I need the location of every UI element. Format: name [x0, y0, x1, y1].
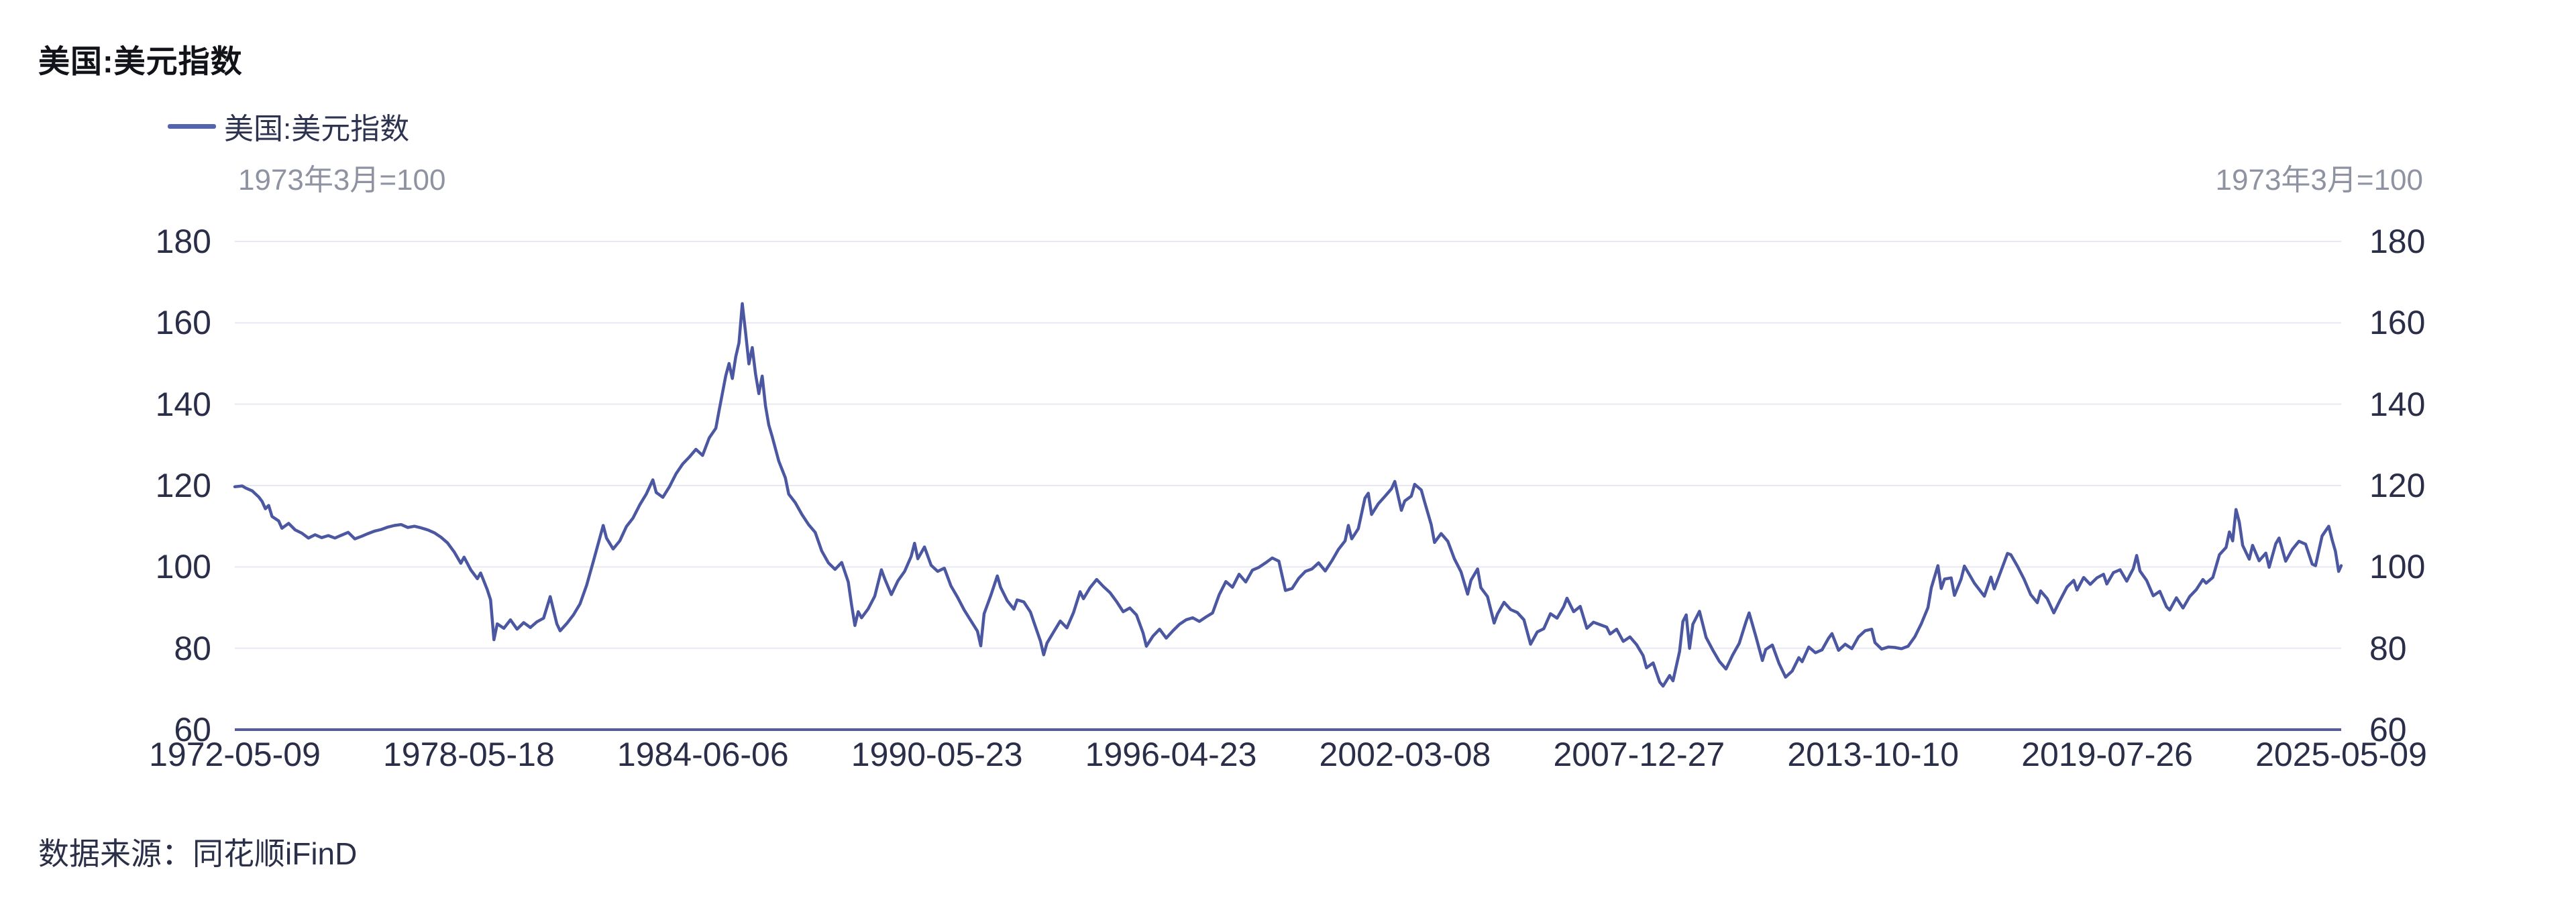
- legend-label: 美国:美元指数: [224, 113, 410, 146]
- x-tick-label: 1984-06-06: [616, 736, 789, 773]
- y-tick-label: 140: [2369, 385, 2426, 423]
- x-tick-label: 2002-03-08: [1319, 736, 1491, 773]
- y-tick-label: 180: [155, 223, 211, 260]
- x-axis-labels: 1972-05-09 1978-05-18 1984-06-06 1990-05-23…: [149, 736, 2427, 778]
- y-tick-label: 120: [2369, 467, 2426, 504]
- page-title: 美国:美元指数: [38, 44, 243, 79]
- series-line-usd-index: [233, 302, 2343, 688]
- x-tick-label: 1996-04-23: [1085, 736, 1257, 773]
- y-tick-label: 180: [2369, 223, 2426, 260]
- y-tick-label: 140: [155, 385, 211, 423]
- y-tick-label: 100: [2369, 548, 2426, 586]
- x-tick-label: 2019-07-26: [2021, 736, 2193, 773]
- y-tick-label: 60: [174, 711, 211, 748]
- y-tick-label: 160: [155, 304, 211, 342]
- y-tick-label: 160: [2369, 304, 2426, 342]
- plot-area: [233, 241, 2343, 731]
- y-tick-label: 80: [2369, 629, 2407, 667]
- x-tick-label: 1990-05-23: [851, 736, 1023, 773]
- x-tick-label: 2013-10-10: [1787, 736, 1960, 773]
- y-axis-labels-left: 180 160 140 120 100 80 60: [101, 225, 211, 746]
- x-tick-label: 1972-05-09: [149, 736, 321, 773]
- x-tick-label: 2007-12-27: [1553, 736, 1725, 773]
- y-tick-label: 100: [155, 548, 211, 586]
- y-axis-labels-right: 180 160 140 120 100 80 60: [2369, 225, 2504, 746]
- x-tick-label: 2025-05-09: [2255, 736, 2427, 773]
- axis-unit-note-right: 1973年3月=100: [2215, 164, 2423, 196]
- y-tick-label: 120: [155, 467, 211, 504]
- data-source: 数据来源：同花顺iFinD: [38, 836, 358, 871]
- x-tick-label: 1978-05-18: [382, 736, 555, 773]
- axis-unit-note-left: 1973年3月=100: [238, 164, 446, 196]
- legend-line-icon: [168, 123, 216, 129]
- y-tick-label: 60: [2369, 711, 2407, 748]
- y-tick-label: 80: [174, 629, 211, 667]
- legend: 美国:美元指数: [168, 106, 409, 146]
